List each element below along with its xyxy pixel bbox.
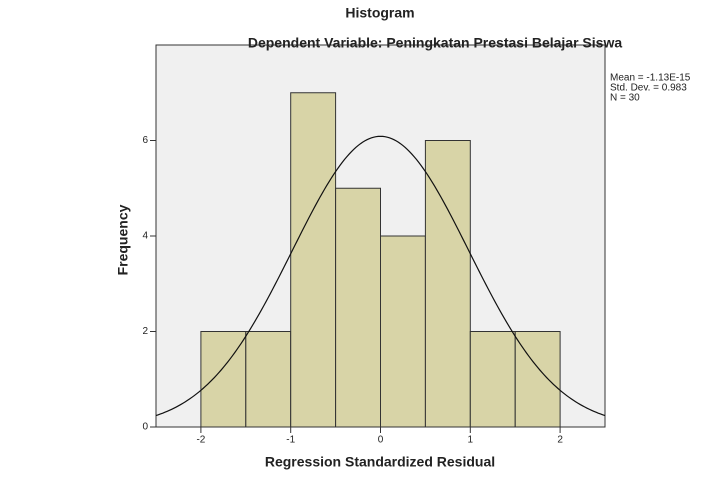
x-tick-label: 0 [378, 435, 384, 446]
bar [381, 236, 426, 427]
bar [291, 93, 336, 427]
bar [336, 188, 381, 427]
y-axis-label: Frequency [115, 204, 131, 275]
x-axis-label: Regression Standardized Residual [265, 454, 495, 470]
bar [470, 332, 515, 428]
stat-n: N = 30 [610, 93, 640, 104]
x-tick-label: -1 [286, 435, 295, 446]
bar [425, 141, 470, 428]
x-tick-label: 1 [468, 435, 474, 446]
chart-subtitle: Dependent Variable: Peningkatan Prestasi… [248, 35, 622, 51]
x-tick-label: 2 [557, 435, 563, 446]
chart-title: Histogram [345, 5, 414, 21]
y-tick-label: 6 [142, 135, 148, 146]
chart: Histogram Dependent Variable: Peningkata… [0, 0, 708, 474]
y-tick-label: 2 [142, 326, 148, 337]
y-tick-label: 0 [142, 422, 148, 433]
x-tick-label: -2 [196, 435, 205, 446]
bar [246, 332, 291, 428]
y-tick-label: 4 [142, 231, 148, 242]
